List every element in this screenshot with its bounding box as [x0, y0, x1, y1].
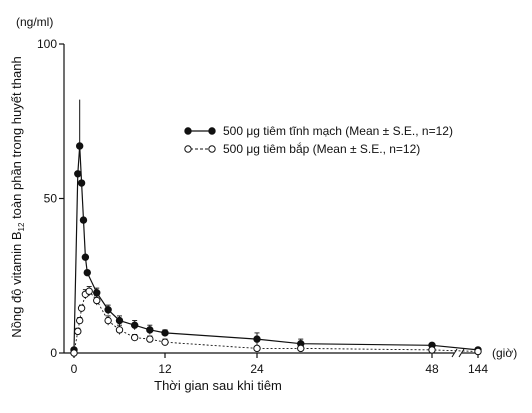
axes: 0 50 100 0 12 24 48 144 [37, 37, 488, 376]
series-2-point [74, 327, 82, 336]
series-2-point [85, 287, 93, 295]
series-2-point [115, 326, 124, 334]
x-axis-break-mark [458, 348, 465, 358]
series-1-point [253, 335, 261, 343]
series-2-point [104, 316, 112, 325]
series-1-point [79, 216, 88, 224]
series-2-point [75, 316, 84, 325]
series-1-point [74, 170, 82, 178]
series-2-point [146, 335, 154, 343]
legend-marker-series-1 [184, 127, 192, 135]
series-1-point [115, 316, 124, 325]
series-2-point [130, 333, 139, 342]
series-1-point [93, 289, 101, 297]
legend-label-series-2: 500 μg tiêm bắp (Mean ± S.E., n=12) [223, 141, 420, 156]
series-2-point [70, 349, 78, 357]
y-tick-label: 50 [44, 192, 58, 206]
series-2-point [77, 304, 86, 312]
series-2-point [253, 344, 261, 353]
series-1-line [73, 145, 479, 351]
legend: 500 μg tiêm tĩnh mạch (Mean ± S.E., n=12… [184, 124, 453, 156]
y-axis-title: Nồng độ vitamin B12 toàn phần trong huyế… [9, 56, 26, 337]
series-1-point [75, 142, 84, 150]
series-1-point [83, 268, 91, 277]
y-axis-title-main: Nồng độ vitamin B [9, 231, 24, 337]
x-axis-title: Thời gian sau khi tiêm [154, 378, 282, 393]
series-1-point [146, 326, 154, 334]
y-tick-label: 0 [50, 346, 57, 360]
series-2-point [428, 346, 436, 354]
x-tick-label: 12 [158, 362, 172, 376]
y-axis-unit: (ng/ml) [16, 15, 53, 29]
series-2-line [73, 290, 479, 354]
x-axis-unit: (giờ) [492, 346, 517, 360]
y-axis-title-subscript: 12 [17, 222, 26, 231]
legend-marker-series-2 [184, 145, 192, 153]
series-2-point [297, 344, 305, 353]
series-1-point [130, 321, 139, 329]
series-1-point [77, 179, 86, 187]
series-2-point [93, 296, 101, 305]
series-1-point [81, 253, 90, 261]
series [70, 99, 482, 357]
legend-label-series-1: 500 μg tiêm tĩnh mạch (Mean ± S.E., n=12… [223, 124, 453, 138]
series-1-point [104, 306, 112, 314]
series-1-point [161, 329, 169, 337]
series-2-point [161, 338, 169, 346]
y-tick-label: 100 [37, 37, 57, 51]
legend-marker-series-2b [208, 145, 216, 153]
y-axis-title-rest: toàn phần trong huyết thanh [9, 56, 24, 222]
x-tick-label: 144 [468, 362, 488, 376]
x-tick-label: 0 [71, 362, 78, 376]
series-2-point [474, 347, 482, 356]
x-tick-label: 48 [425, 362, 439, 376]
legend-marker-series-1b [208, 127, 216, 135]
x-tick-label: 24 [250, 362, 264, 376]
